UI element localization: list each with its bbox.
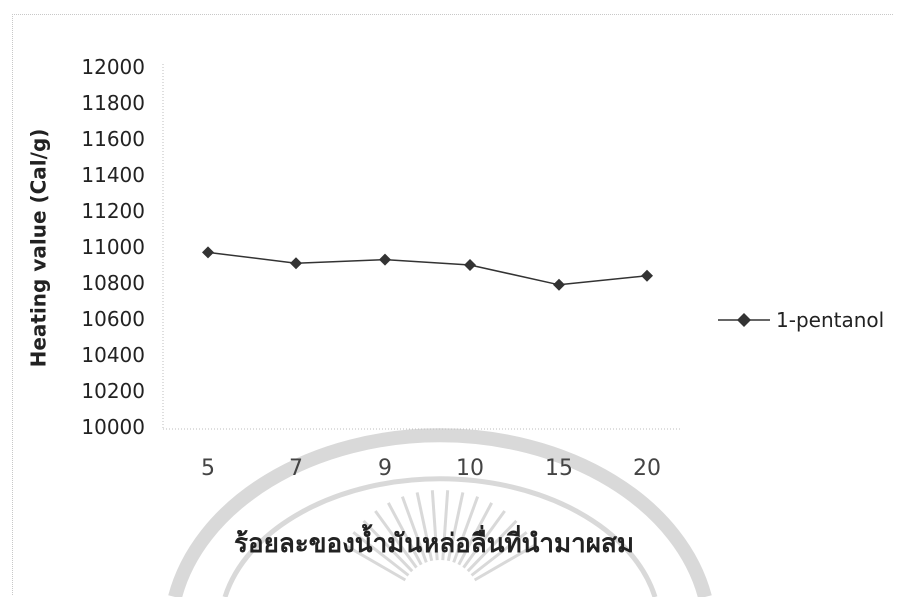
legend-label: 1-pentanol — [776, 308, 884, 332]
x-tick-label: 20 — [633, 456, 661, 481]
watermark-ray — [466, 519, 518, 573]
watermark-ray — [352, 531, 410, 577]
x-tick-label: 9 — [378, 456, 392, 481]
y-tick-label: 10000 — [81, 415, 145, 439]
y-tick-label: 10200 — [81, 379, 145, 403]
watermark-ray — [362, 519, 414, 573]
watermark-ray — [400, 496, 428, 563]
chart-frame — [12, 14, 893, 595]
data-point-marker — [379, 253, 391, 266]
x-tick-label: 5 — [201, 456, 215, 481]
series-line — [207, 251, 648, 286]
watermark-ray — [470, 531, 528, 577]
y-axis-title: Heating value (Cal/g) — [27, 129, 51, 368]
data-point-marker — [290, 257, 302, 270]
y-tick-label: 12000 — [81, 55, 145, 79]
watermark-ray — [452, 496, 480, 563]
data-point-marker — [202, 246, 214, 259]
watermark-ray — [473, 543, 537, 582]
watermark-ray — [446, 492, 465, 562]
x-tick-label: 10 — [456, 456, 484, 481]
x-tick-label: 7 — [289, 456, 303, 481]
y-tick-labels: 12000 11800 11600 11400 11200 11000 10800 10600… — [81, 55, 145, 439]
watermark-ray — [415, 492, 434, 562]
y-tick-label: 11000 — [81, 235, 145, 259]
data-point-marker — [553, 278, 565, 291]
y-tick-label: 11400 — [81, 163, 145, 187]
watermark-ray — [387, 502, 423, 566]
watermark-ray — [430, 490, 439, 561]
watermark-ray — [441, 490, 450, 561]
watermark-ray — [374, 510, 418, 569]
y-tick-label: 11600 — [81, 127, 145, 151]
x-axis-title: ร้อยละของน้ำมันหล่อลื่นที่นำมาผสม — [234, 523, 634, 559]
data-point-marker — [641, 269, 653, 282]
x-tick-label: 15 — [545, 456, 573, 481]
y-tick-label: 10800 — [81, 271, 145, 295]
legend-marker — [737, 313, 751, 327]
watermark-ray — [343, 543, 407, 582]
watermark-seal — [168, 428, 712, 597]
watermark-ray — [462, 510, 506, 569]
y-tick-label: 11800 — [81, 91, 145, 115]
series-layer — [202, 246, 653, 291]
legend: 1-pentanol — [718, 308, 884, 332]
y-tick-label: 10600 — [81, 307, 145, 331]
x-tick-labels: 5 7 9 10 15 20 — [201, 456, 661, 481]
data-point-marker — [464, 259, 476, 271]
y-tick-label: 10400 — [81, 343, 145, 367]
y-tick-label: 11200 — [81, 199, 145, 223]
watermark-ray — [457, 502, 493, 566]
